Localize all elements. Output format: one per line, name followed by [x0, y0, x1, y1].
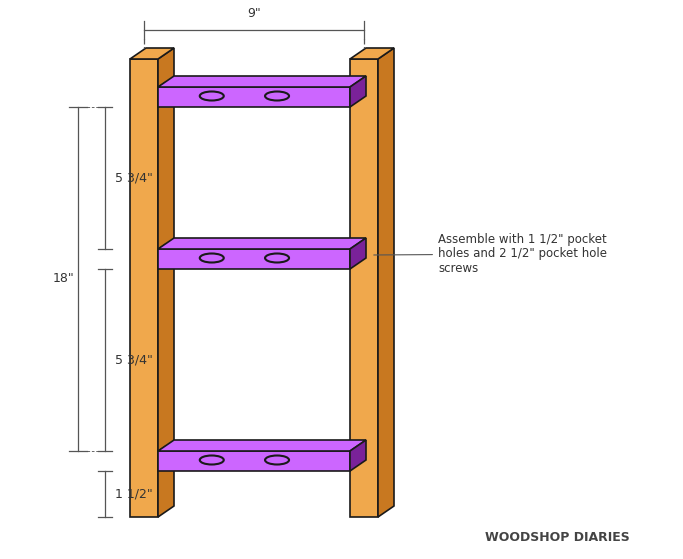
Text: Assemble with 1 1/2" pocket
holes and 2 1/2" pocket hole
screws: Assemble with 1 1/2" pocket holes and 2 … — [374, 233, 607, 276]
Text: 1 1/2": 1 1/2" — [115, 487, 153, 500]
Text: 5 3/4": 5 3/4" — [115, 172, 153, 184]
Polygon shape — [378, 48, 394, 517]
Text: 9": 9" — [247, 7, 261, 20]
Text: 5 3/4": 5 3/4" — [115, 353, 153, 367]
Polygon shape — [158, 446, 166, 471]
Polygon shape — [158, 238, 366, 249]
Polygon shape — [158, 87, 350, 107]
Polygon shape — [350, 48, 394, 59]
Polygon shape — [350, 238, 366, 269]
Polygon shape — [158, 249, 350, 269]
Polygon shape — [158, 48, 174, 517]
Polygon shape — [158, 451, 350, 471]
Polygon shape — [350, 440, 366, 471]
Polygon shape — [350, 59, 378, 517]
Polygon shape — [158, 440, 366, 451]
Text: WOODSHOP DIARIES: WOODSHOP DIARIES — [485, 531, 630, 544]
Polygon shape — [158, 244, 166, 269]
Polygon shape — [158, 76, 366, 87]
Polygon shape — [130, 59, 158, 517]
Polygon shape — [350, 76, 366, 107]
Text: 18": 18" — [53, 272, 75, 286]
Polygon shape — [158, 82, 166, 107]
Polygon shape — [130, 48, 174, 59]
